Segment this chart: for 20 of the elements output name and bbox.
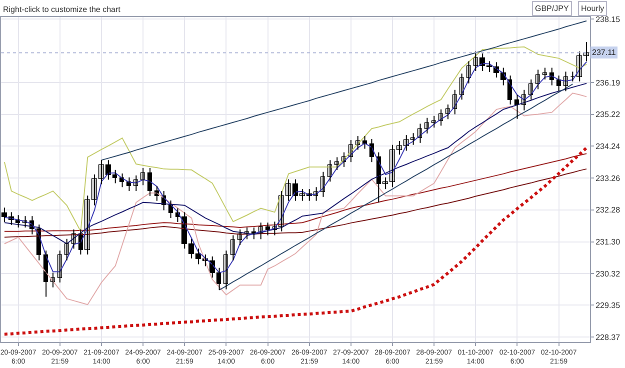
y-tick-label: 231.30 — [596, 238, 621, 247]
y-tick-label: 238.15 — [596, 14, 621, 24]
y-tick-label: 236.19 — [596, 78, 621, 88]
ref-line-label: 237.11 — [592, 48, 616, 57]
y-tick-label: 233.26 — [596, 174, 621, 183]
line-series — [4, 92, 588, 306]
line-series — [4, 46, 588, 232]
line-series — [2, 146, 588, 336]
line-series — [4, 153, 588, 232]
y-tick-label: 230.32 — [596, 269, 621, 278]
y-tick-label: 228.37 — [596, 332, 621, 342]
text: GBP/JPY — [535, 4, 570, 13]
y-tick-label: 232.28 — [596, 206, 621, 215]
line-series — [100, 20, 588, 161]
y-tick-label: 234.24 — [596, 142, 621, 151]
y-tick-label: 235.22 — [596, 110, 621, 120]
line-series — [218, 84, 574, 290]
text: Hourly — [581, 4, 604, 13]
text: Right-click to customize the chart — [3, 5, 122, 14]
y-tick-label: 229.35 — [596, 301, 621, 310]
